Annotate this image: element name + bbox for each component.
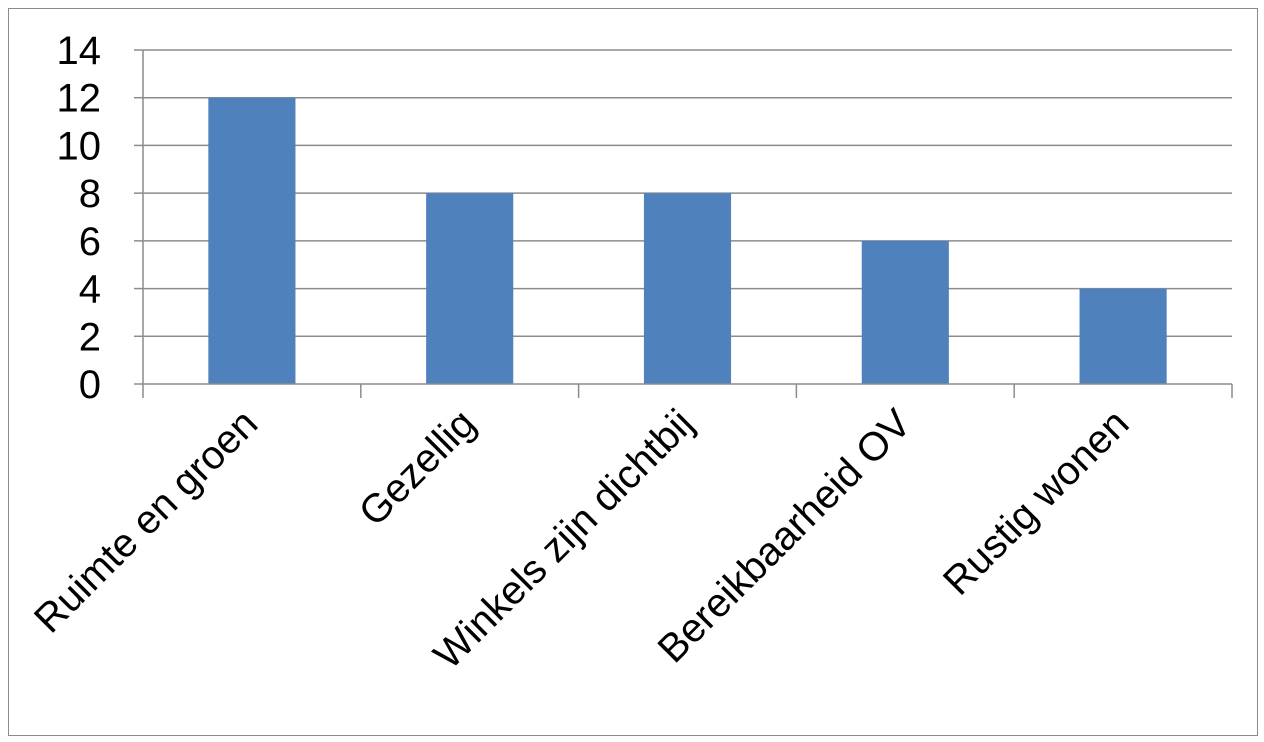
bar xyxy=(426,193,514,384)
category-label: Ruimte en groen xyxy=(26,401,266,641)
y-tick-label: 12 xyxy=(57,77,102,121)
y-tick-label: 10 xyxy=(57,124,102,168)
axes xyxy=(134,49,1233,398)
y-tick-label: 6 xyxy=(79,220,101,264)
bar xyxy=(861,240,949,384)
bar xyxy=(1079,288,1167,384)
y-tick-label: 4 xyxy=(79,268,101,312)
y-tick-label: 8 xyxy=(79,172,101,216)
category-label: Rustig wonen xyxy=(935,401,1137,603)
y-tick-label: 2 xyxy=(79,315,101,359)
y-tick-label: 0 xyxy=(79,363,101,407)
bar xyxy=(208,97,296,384)
bars xyxy=(208,97,1167,384)
y-tick-label: 14 xyxy=(57,29,102,73)
gridlines xyxy=(143,49,1232,338)
bar xyxy=(643,193,732,384)
category-label: Gezellig xyxy=(351,401,484,534)
